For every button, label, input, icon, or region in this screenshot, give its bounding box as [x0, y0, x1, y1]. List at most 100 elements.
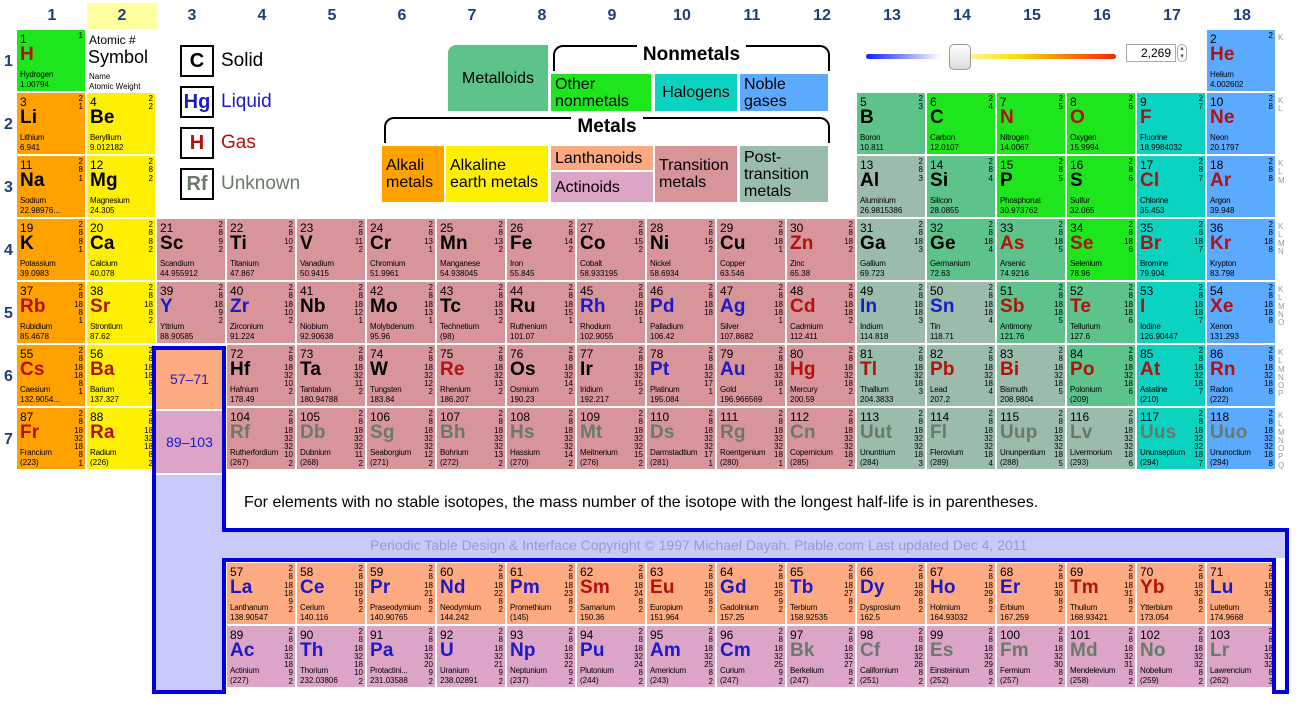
element-fr[interactable]: 87 Fr Francium (223) 2 8 18 32 18 8 1 — [17, 408, 86, 470]
element-bh[interactable]: 107 Bh Bohrium (272) 2 8 18 32 32 13 2 — [437, 408, 506, 470]
element-w[interactable]: 74 W Tungsten 183.84 2 8 18 32 12 2 — [367, 345, 436, 407]
element-hg[interactable]: 80 Hg Mercury 200.59 2 8 18 32 18 2 — [787, 345, 856, 407]
element-ra[interactable]: 88 Ra Radium (226) 2 8 18 32 18 8 2 — [87, 408, 156, 470]
element-sr[interactable]: 38 Sr Strontium 87.62 2 8 18 8 2 — [87, 282, 156, 344]
element-re[interactable]: 75 Re Rhenium 186.207 2 8 18 32 13 2 — [437, 345, 506, 407]
state-symbol-liquid[interactable]: Hg — [180, 86, 214, 118]
element-pr[interactable]: 59 Pr Praseodymium 140.90765 2 8 18 21 8 2 — [367, 563, 436, 625]
element-uut[interactable]: 113 Uut Ununtrium (284) 2 8 18 32 32 18 3 — [857, 408, 926, 470]
element-rf[interactable]: 104 Rf Rutherfordium (267) 2 8 18 32 32 10 2 — [227, 408, 296, 470]
state-label-solid[interactable]: Solid — [221, 50, 264, 71]
copyright-text[interactable]: Periodic Table Design & Interface Copyri… — [370, 537, 1028, 553]
element-cn[interactable]: 112 Cn Copernicium (285) 2 8 18 32 32 18 2 — [787, 408, 856, 470]
legend-metalloids[interactable]: Metalloids — [448, 45, 548, 111]
element-po[interactable]: 84 Po Polonium (209) 2 8 18 32 18 6 — [1067, 345, 1136, 407]
state-label-unknown[interactable]: Unknown — [221, 173, 301, 194]
element-eu[interactable]: 63 Eu Europium 151.964 2 8 18 25 8 2 — [647, 563, 716, 625]
element-er[interactable]: 68 Er Erbium 167.259 2 8 18 30 8 2 — [997, 563, 1066, 625]
element-ar[interactable]: 18 Ar Argon 39.948 2 8 8 — [1207, 156, 1276, 218]
element-uus[interactable]: 117 Uus Ununseptium (294) 2 8 18 32 32 18 7 — [1137, 408, 1206, 470]
element-no[interactable]: 102 No Nobelium (259) 2 8 18 32 32 8 2 — [1137, 626, 1206, 688]
element-rn[interactable]: 86 Rn Radon (222) 2 8 18 32 18 8 — [1207, 345, 1276, 407]
legend-lanthanoids[interactable]: Lanthanoids — [551, 146, 653, 170]
element-np[interactable]: 93 Np Neptunium (237) 2 8 18 32 22 9 2 — [507, 626, 576, 688]
element-tm[interactable]: 69 Tm Thulium 168.93421 2 8 18 31 8 2 — [1067, 563, 1136, 625]
element-cr[interactable]: 24 Cr Chromium 51.9961 2 8 13 1 — [367, 219, 436, 281]
element-s[interactable]: 16 S Sulfur 32.065 2 8 6 — [1067, 156, 1136, 218]
element-sn[interactable]: 50 Sn Tin 118.71 2 8 18 18 4 — [927, 282, 996, 344]
temperature-input[interactable]: 2,269 — [1126, 44, 1176, 62]
state-label-liquid[interactable]: Liquid — [221, 91, 272, 112]
element-in[interactable]: 49 In Indium 114.818 2 8 18 18 3 — [857, 282, 926, 344]
state-symbol-gas[interactable]: H — [180, 127, 214, 159]
group-header-9[interactable]: 9 — [607, 7, 617, 24]
element-ta[interactable]: 73 Ta Tantalum 180.94788 2 8 18 32 11 2 — [297, 345, 366, 407]
element-h[interactable]: 1 H Hydrogen 1.00794 1 — [17, 30, 86, 92]
element-b[interactable]: 5 B Boron 10.811 2 3 — [857, 93, 926, 155]
element-sg[interactable]: 106 Sg Seaborgium (271) 2 8 18 32 32 12 2 — [367, 408, 436, 470]
element-ga[interactable]: 31 Ga Gallium 69.723 2 8 18 3 — [857, 219, 926, 281]
element-la[interactable]: 57 La Lanthanum 138.90547 2 8 18 18 9 2 — [227, 563, 296, 625]
period-header-3[interactable]: 3 — [4, 178, 13, 196]
element-sb[interactable]: 51 Sb Antimony 121.76 2 8 18 18 5 — [997, 282, 1066, 344]
group-header-5[interactable]: 5 — [327, 7, 337, 24]
element-tb[interactable]: 65 Tb Terbium 158.92535 2 8 18 27 8 2 — [787, 563, 856, 625]
legend-alkaline-earth-metals[interactable]: Alkaline earth metals — [446, 146, 548, 202]
element-as[interactable]: 33 As Arsenic 74.9216 2 8 18 5 — [997, 219, 1066, 281]
element-lr[interactable]: 103 Lr Lawrencium (262) 2 8 18 32 32 8 3 — [1207, 626, 1276, 688]
element-f[interactable]: 9 F Fluorine 18.9984032 2 7 — [1137, 93, 1206, 155]
element-cd[interactable]: 48 Cd Cadmium 112.411 2 8 18 18 2 — [787, 282, 856, 344]
element-uup[interactable]: 115 Uup Ununpentium (288) 2 8 18 32 32 18 5 — [997, 408, 1066, 470]
element-db[interactable]: 105 Db Dubnium (268) 2 8 18 32 32 11 2 — [297, 408, 366, 470]
group-header-7[interactable]: 7 — [467, 7, 477, 24]
element-cf[interactable]: 98 Cf Californium (251) 2 8 18 32 28 8 2 — [857, 626, 926, 688]
element-cm[interactable]: 96 Cm Curium (247) 2 8 18 32 25 9 2 — [717, 626, 786, 688]
legend-transition-metals[interactable]: Transition metals — [655, 146, 737, 202]
group-header-12[interactable]: 12 — [813, 7, 831, 24]
legend-noble-gases[interactable]: Noble gases — [740, 74, 828, 111]
period-header-7[interactable]: 7 — [4, 430, 13, 448]
group-header-3[interactable]: 3 — [187, 7, 197, 24]
element-zn[interactable]: 30 Zn Zinc 65.38 2 8 18 2 — [787, 219, 856, 281]
element-n[interactable]: 7 N Nitrogen 14.0067 2 5 — [997, 93, 1066, 155]
element-hf[interactable]: 72 Hf Hafnium 178.49 2 8 18 32 10 2 — [227, 345, 296, 407]
element-ru[interactable]: 44 Ru Ruthenium 101.07 2 8 18 15 1 — [507, 282, 576, 344]
group-header-17[interactable]: 17 — [1163, 7, 1181, 24]
group-header-6[interactable]: 6 — [397, 7, 407, 24]
element-md[interactable]: 101 Md Mendelevium (258) 2 8 18 32 31 8 2 — [1067, 626, 1136, 688]
element-ac[interactable]: 89 Ac Actinium (227) 2 8 18 32 18 9 2 — [227, 626, 296, 688]
element-te[interactable]: 52 Te Tellurium 127.6 2 8 18 18 6 — [1067, 282, 1136, 344]
group-header-1[interactable]: 1 — [47, 7, 57, 24]
element-p[interactable]: 15 P Phosphorus 30.973762 2 8 5 — [997, 156, 1066, 218]
element-ag[interactable]: 47 Ag Silver 107.8682 2 8 18 18 1 — [717, 282, 786, 344]
element-pt[interactable]: 78 Pt Platinum 195.084 2 8 18 32 17 1 — [647, 345, 716, 407]
element-al[interactable]: 13 Al Aluminium 26.9815386 2 8 3 — [857, 156, 926, 218]
element-k[interactable]: 19 K Potassium 39.0983 2 8 8 1 — [17, 219, 86, 281]
element-ne[interactable]: 10 Ne Neon 20.1797 2 8 — [1207, 93, 1276, 155]
element-pb[interactable]: 82 Pb Lead 207.2 2 8 18 32 18 4 — [927, 345, 996, 407]
element-bi[interactable]: 83 Bi Bismuth 208.9804 2 8 18 32 18 5 — [997, 345, 1066, 407]
group-header-18[interactable]: 18 — [1233, 7, 1251, 24]
element-v[interactable]: 23 V Vanadium 50.9415 2 8 11 2 — [297, 219, 366, 281]
element-si[interactable]: 14 Si Silicon 28.0855 2 8 4 — [927, 156, 996, 218]
group-header-4[interactable]: 4 — [257, 7, 267, 24]
element-lu[interactable]: 71 Lu Lutetium 174.9668 2 8 18 32 9 2 — [1207, 563, 1276, 625]
period-header-6[interactable]: 6 — [4, 367, 13, 385]
element-ds[interactable]: 110 Ds Darmstadtium (281) 2 8 18 32 32 17 1 — [647, 408, 716, 470]
element-tc[interactable]: 43 Tc Technetium (98) 2 8 18 13 2 — [437, 282, 506, 344]
element-dy[interactable]: 66 Dy Dysprosium 162.5 2 8 18 28 8 2 — [857, 563, 926, 625]
element-u[interactable]: 92 U Uranium 238.02891 2 8 18 32 21 9 2 — [437, 626, 506, 688]
state-symbol-solid[interactable]: C — [180, 45, 214, 77]
element-nd[interactable]: 60 Nd Neodymium 144.242 2 8 18 22 8 2 — [437, 563, 506, 625]
element-fm[interactable]: 100 Fm Fermium (257) 2 8 18 32 30 8 2 — [997, 626, 1066, 688]
element-pd[interactable]: 46 Pd Palladium 106.42 2 8 18 18 — [647, 282, 716, 344]
element-ba[interactable]: 56 Ba Barium 137.327 2 8 18 18 8 2 — [87, 345, 156, 407]
element-uuo[interactable]: 118 Uuo Ununoctium (294) 2 8 18 32 32 18 8 — [1207, 408, 1276, 470]
temperature-slider[interactable] — [866, 44, 1116, 70]
element-cl[interactable]: 17 Cl Chlorine 35.453 2 8 7 — [1137, 156, 1206, 218]
group-header-16[interactable]: 16 — [1093, 7, 1111, 24]
element-nb[interactable]: 41 Nb Niobium 92.90638 2 8 18 12 1 — [297, 282, 366, 344]
element-be[interactable]: 4 Be Beryllium 9.012182 2 2 — [87, 93, 156, 155]
element-mn[interactable]: 25 Mn Manganese 54.938045 2 8 13 2 — [437, 219, 506, 281]
element-o[interactable]: 8 O Oxygen 15.9994 2 6 — [1067, 93, 1136, 155]
